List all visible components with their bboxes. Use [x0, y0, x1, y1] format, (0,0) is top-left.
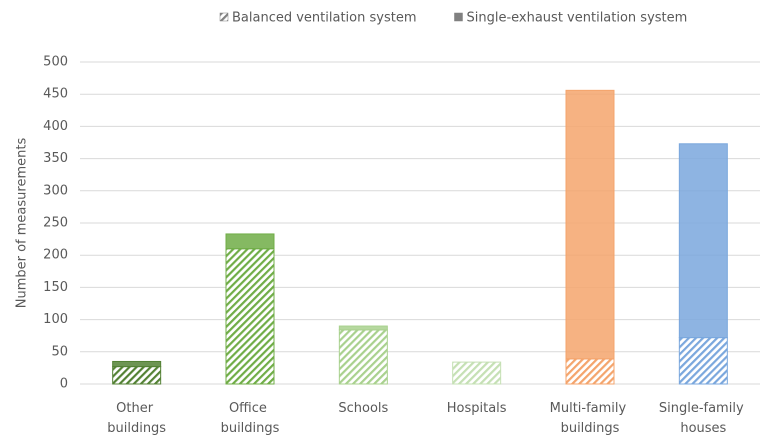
bar-segment — [112, 360, 162, 368]
x-tick-label: Schools — [338, 401, 388, 416]
y-tick-label: 200 — [43, 248, 68, 263]
x-tick-label: Single-family houses — [659, 401, 748, 436]
x-tick-label: Hospitals — [447, 401, 507, 416]
y-tick-label: 0 — [60, 377, 68, 392]
y-tick-label: 500 — [43, 55, 68, 70]
bar-segment — [112, 366, 162, 385]
x-tick-label: Multi-family buildings — [550, 401, 631, 436]
y-tick-label: 250 — [43, 216, 68, 231]
bar-segment — [225, 248, 275, 385]
legend-swatch — [219, 12, 229, 22]
y-tick-label: 150 — [43, 280, 68, 295]
y-tick-label: 50 — [51, 344, 68, 359]
legend-label: Single-exhaust ventilation system — [466, 11, 687, 26]
bar-segment — [225, 233, 275, 250]
bar-segment — [678, 337, 728, 385]
y-tick-label: 450 — [43, 87, 68, 102]
y-axis-label: Number of measurements — [15, 138, 30, 309]
bar-segment — [338, 325, 388, 331]
y-tick-label: 100 — [43, 312, 68, 327]
y-tick-label: 350 — [43, 151, 68, 166]
bar-segment — [565, 89, 615, 360]
x-tick-label: Office buildings — [221, 401, 280, 436]
bar-segment — [565, 358, 615, 385]
x-tick-label: Other buildings — [107, 401, 166, 436]
legend-swatch — [454, 12, 463, 22]
y-tick-label: 400 — [43, 119, 68, 134]
bar-segment — [338, 329, 388, 385]
legend-label: Balanced ventilation system — [232, 11, 416, 26]
y-tick-label: 300 — [43, 183, 68, 198]
bar-segment — [678, 143, 728, 339]
bar-segment — [452, 361, 502, 385]
